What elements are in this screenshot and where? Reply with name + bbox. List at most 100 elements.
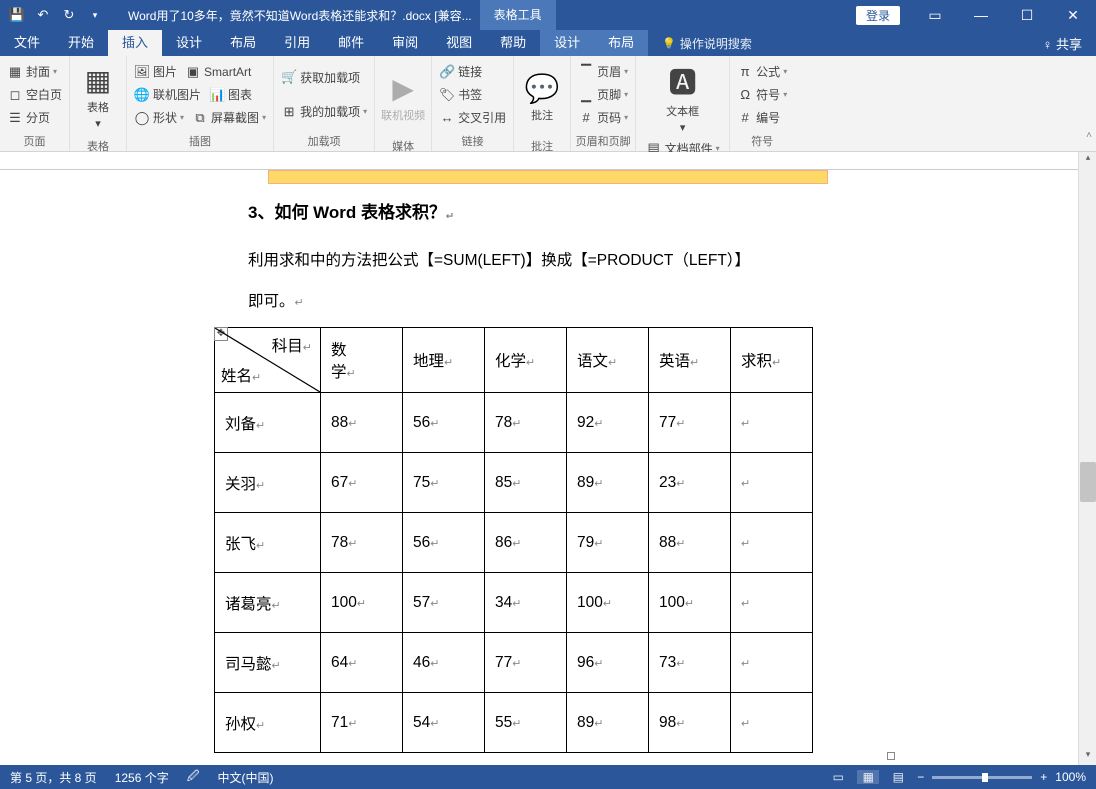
minimize-icon[interactable]: ―: [958, 7, 1004, 23]
tab-review[interactable]: 审阅: [378, 30, 432, 56]
zoom-slider[interactable]: [932, 776, 1032, 779]
data-cell[interactable]: ↵: [731, 453, 813, 513]
data-cell[interactable]: 23↵: [649, 453, 731, 513]
data-cell[interactable]: 55↵: [485, 693, 567, 753]
scroll-down-icon[interactable]: ▾: [1079, 749, 1096, 765]
data-cell[interactable]: 71↵: [321, 693, 403, 753]
tab-table-layout[interactable]: 布局: [594, 30, 648, 56]
data-cell[interactable]: 89↵: [567, 693, 649, 753]
tab-insert[interactable]: 插入: [108, 30, 162, 56]
scroll-up-icon[interactable]: ▴: [1079, 152, 1096, 168]
row-name-cell[interactable]: 关羽↵: [215, 453, 321, 513]
row-name-cell[interactable]: 司马懿↵: [215, 633, 321, 693]
data-cell[interactable]: 98↵: [649, 693, 731, 753]
my-addins-button[interactable]: ⊞我的加载项▾: [278, 102, 370, 121]
scrollbar-thumb[interactable]: [1080, 462, 1096, 502]
page-indicator[interactable]: 第 5 页，共 8 页: [10, 769, 97, 786]
column-header[interactable]: 语文↵: [567, 328, 649, 393]
data-cell[interactable]: 56↵: [403, 513, 485, 573]
tab-home[interactable]: 开始: [54, 30, 108, 56]
print-layout-icon[interactable]: ▦: [857, 770, 879, 784]
shapes-button[interactable]: ◯形状▾: [131, 108, 187, 127]
web-layout-icon[interactable]: ▤: [887, 770, 909, 784]
maximize-icon[interactable]: ☐: [1004, 7, 1050, 24]
column-header[interactable]: 数学↵: [321, 328, 403, 393]
undo-icon[interactable]: ↶: [30, 7, 56, 23]
language-indicator[interactable]: 中文(中国): [218, 769, 274, 786]
redo-icon[interactable]: ↻: [56, 7, 82, 23]
chart-button[interactable]: 📊图表: [206, 85, 255, 104]
data-cell[interactable]: 79↵: [567, 513, 649, 573]
symbol-button[interactable]: Ω符号▾: [734, 85, 790, 104]
column-header[interactable]: 地理↵: [403, 328, 485, 393]
picture-button[interactable]: 🖼图片: [131, 62, 180, 81]
data-cell[interactable]: 34↵: [485, 573, 567, 633]
save-icon[interactable]: 💾: [4, 7, 30, 23]
cover-page-button[interactable]: ▦封面▾: [4, 62, 65, 81]
blank-page-button[interactable]: ◻空白页: [4, 85, 65, 104]
ribbon-options-icon[interactable]: ▭: [912, 7, 958, 24]
data-cell[interactable]: 77↵: [649, 393, 731, 453]
data-cell[interactable]: 77↵: [485, 633, 567, 693]
data-cell[interactable]: 88↵: [321, 393, 403, 453]
data-cell[interactable]: 100↵: [567, 573, 649, 633]
tab-table-design[interactable]: 设计: [540, 30, 594, 56]
qat-customize-icon[interactable]: ▾: [82, 10, 108, 21]
column-header[interactable]: 英语↵: [649, 328, 731, 393]
crossref-button[interactable]: ↔交叉引用: [436, 108, 509, 127]
row-name-cell[interactable]: 张飞↵: [215, 513, 321, 573]
tab-layout[interactable]: 布局: [216, 30, 270, 56]
data-cell[interactable]: 75↵: [403, 453, 485, 513]
tab-view[interactable]: 视图: [432, 30, 486, 56]
tell-me-search[interactable]: 操作说明搜索: [648, 35, 752, 52]
data-cell[interactable]: 86↵: [485, 513, 567, 573]
close-icon[interactable]: ✕: [1050, 7, 1096, 24]
data-cell[interactable]: 64↵: [321, 633, 403, 693]
data-cell[interactable]: 56↵: [403, 393, 485, 453]
data-cell[interactable]: 73↵: [649, 633, 731, 693]
equation-button[interactable]: π公式▾: [734, 62, 790, 81]
data-cell[interactable]: 46↵: [403, 633, 485, 693]
word-table[interactable]: 科目↵姓名↵数学↵地理↵化学↵语文↵英语↵求积↵刘备↵88↵56↵78↵92↵7…: [214, 327, 813, 753]
diagonal-header-cell[interactable]: 科目↵姓名↵: [215, 328, 321, 393]
pagenum-button[interactable]: #页码▾: [575, 108, 631, 127]
vertical-scrollbar[interactable]: ▴ ▾: [1078, 152, 1096, 765]
page-break-button[interactable]: ☰分页: [4, 108, 65, 127]
data-cell[interactable]: ↵: [731, 573, 813, 633]
row-name-cell[interactable]: 孙权↵: [215, 693, 321, 753]
tab-references[interactable]: 引用: [270, 30, 324, 56]
data-cell[interactable]: ↵: [731, 513, 813, 573]
data-cell[interactable]: ↵: [731, 633, 813, 693]
zoom-out-icon[interactable]: −: [917, 770, 924, 784]
screenshot-button[interactable]: ⧉屏幕截图▾: [189, 108, 269, 127]
data-cell[interactable]: ↵: [731, 393, 813, 453]
textbox-button[interactable]: 🅰文本框▾: [659, 60, 707, 134]
data-cell[interactable]: 100↵: [649, 573, 731, 633]
document-page[interactable]: 3、如何 Word 表格求积？↵ 利用求和中的方法把公式【=SUM(LEFT)】…: [188, 170, 908, 753]
word-count[interactable]: 1256 个字: [115, 769, 169, 786]
table-resize-handle-icon[interactable]: [887, 752, 895, 760]
data-cell[interactable]: 89↵: [567, 453, 649, 513]
zoom-in-icon[interactable]: +: [1040, 770, 1047, 784]
document-area[interactable]: 3、如何 Word 表格求积？↵ 利用求和中的方法把公式【=SUM(LEFT)】…: [0, 152, 1096, 765]
column-header[interactable]: 求积↵: [731, 328, 813, 393]
tab-design[interactable]: 设计: [162, 30, 216, 56]
data-cell[interactable]: ↵: [731, 693, 813, 753]
data-cell[interactable]: 100↵: [321, 573, 403, 633]
table-button[interactable]: ▦表格▾: [74, 60, 122, 134]
data-cell[interactable]: 88↵: [649, 513, 731, 573]
comment-button[interactable]: 💬批注: [518, 60, 566, 134]
proofing-icon[interactable]: 🖉: [187, 767, 200, 788]
data-cell[interactable]: 67↵: [321, 453, 403, 513]
data-cell[interactable]: 57↵: [403, 573, 485, 633]
row-name-cell[interactable]: 诸葛亮↵: [215, 573, 321, 633]
read-mode-icon[interactable]: ▭: [827, 770, 849, 784]
smartart-button[interactable]: ▣SmartArt: [182, 63, 254, 81]
tab-help[interactable]: 帮助: [486, 30, 540, 56]
login-button[interactable]: 登录: [856, 6, 900, 25]
footer-button[interactable]: ▁页脚▾: [575, 85, 631, 104]
data-cell[interactable]: 54↵: [403, 693, 485, 753]
zoom-level[interactable]: 100%: [1055, 770, 1086, 784]
collapse-ribbon-icon[interactable]: ˄: [1086, 130, 1092, 141]
data-cell[interactable]: 78↵: [321, 513, 403, 573]
